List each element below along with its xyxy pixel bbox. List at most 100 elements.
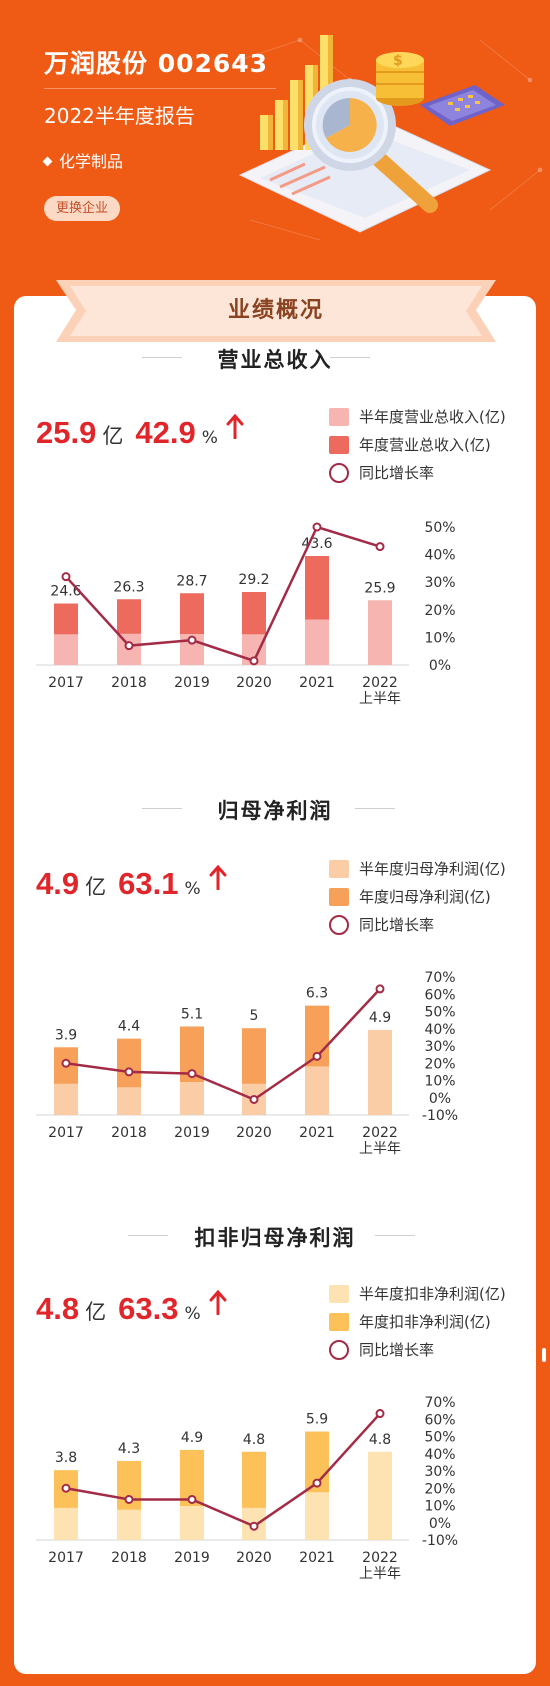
industry-label: 化学制品	[59, 152, 124, 171]
deducted-profit-summary: 4.8 亿 63.3%	[36, 1289, 227, 1327]
legend-label: 同比增长率	[359, 464, 435, 482]
legend-item-growth: 同比增长率	[329, 460, 506, 488]
bar-value-label: 5.9	[306, 1412, 328, 1428]
title-divider	[142, 808, 182, 809]
growth-point	[124, 1067, 134, 1077]
scroll-indicator[interactable]	[542, 1348, 546, 1362]
legend-swatch	[329, 436, 349, 454]
y2-tick-label: 60%	[424, 987, 455, 1003]
x-tick-label: 2022	[362, 675, 398, 691]
growth-point	[375, 1409, 385, 1419]
bar-value-label: 24.6	[50, 584, 81, 600]
x-tick-label: 2020	[236, 1125, 272, 1141]
legend-swatch	[329, 860, 349, 878]
growth-point	[187, 1069, 197, 1079]
growth-point	[124, 641, 134, 651]
section-title-revenue: 营业总收入	[217, 348, 333, 372]
bar-value-label: 4.9	[181, 1430, 203, 1446]
up-arrow-icon	[209, 864, 227, 890]
net-profit-summary: 4.9 亿 63.1%	[36, 864, 227, 902]
deducted-profit-unit: 亿	[85, 1300, 107, 1324]
growth-point	[187, 1494, 197, 1504]
net-profit-value: 4.9	[36, 866, 80, 901]
half-year-bar	[180, 1082, 204, 1115]
change-company-button[interactable]: 更换企业	[44, 196, 120, 221]
legend-label: 年度营业总收入(亿)	[359, 436, 491, 454]
legend-circle-icon	[329, 463, 349, 483]
y2-tick-label: 0%	[429, 1091, 451, 1107]
half-year-bar	[117, 1509, 141, 1540]
title-divider	[355, 808, 395, 809]
y2-tick-label: 0%	[429, 658, 451, 674]
up-arrow-icon	[209, 1289, 227, 1315]
legend-label: 半年度扣非净利润(亿)	[359, 1285, 506, 1303]
growth-point	[124, 1494, 134, 1504]
y2-tick-label: 0%	[429, 1516, 451, 1532]
revenue-chart: 24.6 2017 26.3 2018 28.7 2019 29.2 2020 43.6 2021…	[36, 520, 456, 707]
half-year-bar	[180, 1505, 204, 1540]
legend-swatch	[329, 1285, 349, 1303]
x-tick-label: 2018	[111, 1550, 147, 1566]
half-year-bar	[54, 1083, 78, 1115]
half-year-bar	[305, 619, 329, 665]
bar-value-label: 28.7	[176, 573, 207, 589]
legend-item-growth: 同比增长率	[329, 912, 506, 940]
deducted-profit-value: 4.8	[36, 1291, 80, 1326]
y2-tick-label: 40%	[424, 548, 455, 564]
y2-tick-label: 10%	[424, 1074, 455, 1090]
x-tick-label: 2021	[299, 1550, 335, 1566]
section-banner	[56, 280, 496, 342]
revenue-growth: 42.9	[135, 415, 196, 450]
legend-item-growth: 同比增长率	[329, 1337, 506, 1365]
y2-tick-label: 50%	[424, 1005, 455, 1021]
net-profit-growth-unit: %	[184, 879, 201, 899]
half-year-bar	[305, 1066, 329, 1115]
revenue-summary: 25.9 亿 42.9%	[36, 413, 244, 451]
growth-point	[375, 984, 385, 994]
x-tick-label: 2017	[48, 1125, 84, 1141]
bar-value-label: 4.9	[369, 1010, 391, 1026]
x-tick-label: 2020	[236, 1550, 272, 1566]
diamond-icon	[42, 156, 53, 167]
legend-item-annual: 年度归母净利润(亿)	[329, 884, 506, 912]
growth-point	[187, 635, 197, 645]
legend-item-half: 半年度营业总收入(亿)	[329, 404, 506, 432]
y2-tick-label: -10%	[422, 1108, 458, 1124]
deducted-profit-growth: 63.3	[118, 1291, 179, 1326]
bar-value-label: 6.3	[306, 986, 328, 1002]
y2-tick-label: 20%	[424, 603, 455, 619]
legend-swatch	[329, 1313, 349, 1331]
title-divider	[128, 1235, 168, 1236]
deducted-profit-growth-unit: %	[184, 1304, 201, 1324]
legend-label: 半年度归母净利润(亿)	[359, 860, 506, 878]
x-tick-label: 2019	[174, 675, 210, 691]
x-tick-label: 2017	[48, 675, 84, 691]
half-year-bar	[368, 1029, 392, 1115]
legend-circle-icon	[329, 915, 349, 935]
revenue-value: 25.9	[36, 415, 97, 450]
x-tick-label: 2017	[48, 1550, 84, 1566]
x-tick-label: 上半年	[359, 1141, 401, 1157]
chart-legend: 半年度扣非净利润(亿) 年度扣非净利润(亿) 同比增长率	[329, 1281, 506, 1365]
legend-label: 半年度营业总收入(亿)	[359, 408, 506, 426]
bar-value-label: 4.8	[369, 1432, 391, 1448]
half-year-bar	[117, 1087, 141, 1115]
growth-point	[249, 1094, 259, 1104]
y2-tick-label: 20%	[424, 1056, 455, 1072]
legend-swatch	[329, 408, 349, 426]
growth-line	[65, 988, 381, 1101]
y2-tick-label: 40%	[424, 1022, 455, 1038]
growth-point	[61, 1483, 71, 1493]
content-card	[14, 296, 536, 1674]
y2-tick-label: 30%	[424, 575, 455, 591]
legend-label: 同比增长率	[359, 1341, 435, 1359]
net-profit-chart: 3.9 2017 4.4 2018 5.1 2019 5 2020 6.3 2021 4.9 2022…	[36, 970, 458, 1157]
y2-tick-label: 10%	[424, 630, 455, 646]
growth-line	[65, 1412, 381, 1528]
x-tick-label: 上半年	[359, 1566, 401, 1582]
finance-illustration: $	[237, 35, 543, 241]
growth-point	[249, 1521, 259, 1531]
bar-value-label: 3.8	[55, 1450, 77, 1466]
x-tick-label: 上半年	[359, 691, 401, 707]
half-year-bar	[54, 634, 78, 665]
